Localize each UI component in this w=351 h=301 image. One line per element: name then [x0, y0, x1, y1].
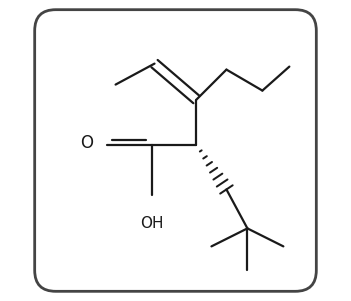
Text: O: O	[81, 134, 94, 152]
Text: OH: OH	[140, 216, 163, 231]
